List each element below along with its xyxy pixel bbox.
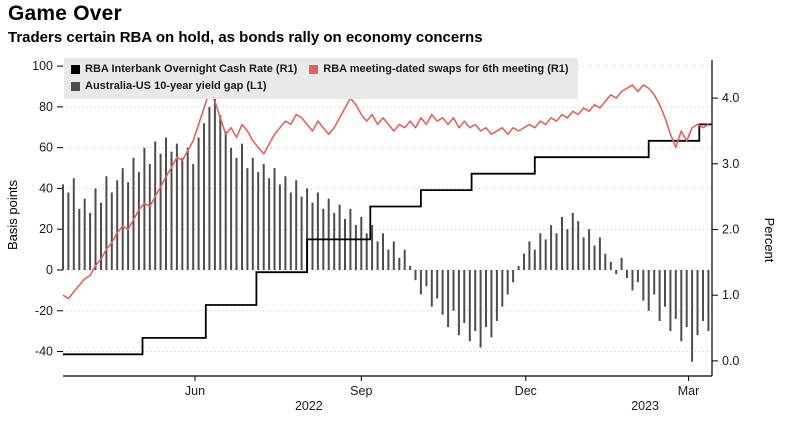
swaps-swatch-icon: [309, 65, 319, 74]
svg-text:1.0: 1.0: [722, 288, 739, 302]
legend-item-swaps: RBA meeting-dated swaps for 6th meeting …: [309, 61, 569, 78]
svg-text:40: 40: [39, 181, 53, 195]
svg-text:Dec: Dec: [515, 384, 537, 398]
legend-label-swaps: RBA meeting-dated swaps for 6th meeting …: [323, 63, 569, 75]
chart-canvas: -40 -20 0 20 40 60 80 100 0.0 1.0 2.0 3.0 4.0 Jun Sep D…: [32, 59, 739, 413]
svg-text:0: 0: [46, 263, 53, 277]
svg-text:60: 60: [39, 141, 53, 155]
legend-row-1: RBA Interbank Overnight Cash Rate (R1) R…: [71, 61, 569, 78]
svg-text:Mar: Mar: [678, 384, 700, 398]
cash-rate-swatch-icon: [71, 65, 80, 74]
svg-text:-40: -40: [35, 345, 53, 359]
svg-text:20: 20: [39, 222, 53, 236]
legend-item-cash-rate: RBA Interbank Overnight Cash Rate (R1): [71, 61, 297, 78]
svg-text:0.0: 0.0: [722, 354, 739, 368]
svg-text:2023: 2023: [631, 399, 659, 413]
chart-legend: RBA Interbank Overnight Cash Rate (R1) R…: [64, 58, 578, 99]
legend-row-2: Australia-US 10-year yield gap (L1): [71, 78, 569, 95]
svg-text:-20: -20: [35, 304, 53, 318]
svg-text:3.0: 3.0: [722, 157, 739, 171]
chart-area: RBA Interbank Overnight Cash Rate (R1) R…: [0, 50, 790, 421]
yield-gap-swatch-icon: [71, 82, 80, 91]
legend-item-yield-gap: Australia-US 10-year yield gap (L1): [71, 78, 267, 95]
svg-text:Sep: Sep: [350, 384, 372, 398]
legend-label-cash-rate: RBA Interbank Overnight Cash Rate (R1): [85, 63, 298, 75]
svg-text:100: 100: [32, 59, 53, 73]
legend-label-yield-gap: Australia-US 10-year yield gap (L1): [85, 80, 267, 92]
svg-text:2022: 2022: [295, 399, 323, 413]
svg-text:80: 80: [39, 100, 53, 114]
chart-subtitle: Traders certain RBA on hold, as bonds ra…: [8, 29, 483, 46]
svg-text:2.0: 2.0: [722, 222, 739, 236]
svg-text:Jun: Jun: [185, 384, 205, 398]
svg-text:4.0: 4.0: [722, 91, 739, 105]
chart-title: Game Over: [8, 2, 122, 25]
